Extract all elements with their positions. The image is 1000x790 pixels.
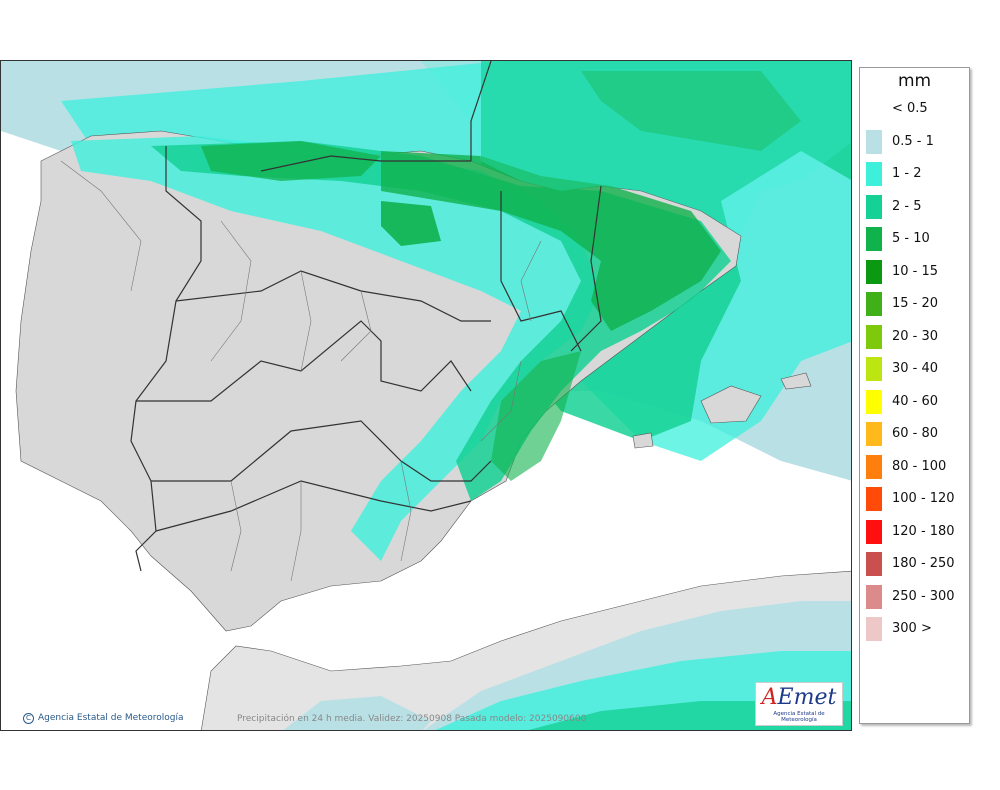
legend-swatch bbox=[866, 129, 882, 154]
legend-label: 1 - 2 bbox=[892, 166, 922, 181]
aemet-logo-text: Emet bbox=[777, 685, 837, 710]
agency-credit-text: Agencia Estatal de Meteorología bbox=[38, 713, 184, 723]
legend-label: 0.5 - 1 bbox=[892, 133, 934, 149]
legend-item: 20 - 30 bbox=[864, 324, 964, 350]
menorca bbox=[780, 372, 812, 390]
legend-swatch bbox=[866, 324, 882, 349]
legend-swatch bbox=[866, 487, 882, 511]
legend-item: 40 - 60 bbox=[864, 389, 964, 415]
legend-label: 120 - 180 bbox=[892, 523, 955, 539]
precip-pyrenees-dark bbox=[381, 151, 721, 331]
precip-cantabric-dark bbox=[201, 141, 381, 181]
legend-item: 60 - 80 bbox=[864, 421, 964, 447]
legend-swatch bbox=[866, 519, 882, 544]
copyright-icon: C bbox=[23, 713, 34, 724]
legend-label: 40 - 60 bbox=[892, 393, 939, 409]
legend-item: 120 - 180 bbox=[864, 519, 964, 545]
precip-sea-darkgreen bbox=[581, 71, 801, 151]
legend-swatch bbox=[866, 162, 882, 186]
legend-swatch bbox=[866, 259, 882, 284]
legend-item: 300 > bbox=[864, 616, 964, 642]
aemet-logo-mark: AEmet bbox=[756, 685, 842, 711]
legend-item: 30 - 40 bbox=[864, 356, 964, 382]
france-land bbox=[421, 61, 851, 236]
legend-swatch bbox=[866, 389, 882, 414]
legend-item: 250 - 300 bbox=[864, 584, 964, 610]
legend-swatch bbox=[866, 422, 882, 446]
legend-item: 1 - 2 bbox=[864, 161, 964, 187]
legend-swatch bbox=[866, 584, 882, 609]
provincial-borders bbox=[60, 160, 542, 582]
agency-credit: C Agencia Estatal de Meteorología bbox=[23, 713, 184, 724]
legend-label: 10 - 15 bbox=[892, 263, 939, 279]
aemet-logo: AEmet Agencia Estatal de Meteorología bbox=[755, 682, 843, 726]
legend-label: 2 - 5 bbox=[892, 198, 922, 214]
precip-north-cyan bbox=[71, 136, 601, 561]
legend-label: 100 - 120 bbox=[892, 491, 955, 506]
legend-item: 0.5 - 1 bbox=[864, 129, 964, 155]
legend-label: 300 > bbox=[892, 621, 932, 636]
legend-swatch bbox=[866, 617, 882, 641]
legend-label: 5 - 10 bbox=[892, 231, 930, 246]
legend-item: 180 - 250 bbox=[864, 551, 964, 577]
legend-item: 100 - 120 bbox=[864, 486, 964, 512]
precip-basque bbox=[381, 201, 441, 246]
map-caption: Precipitación en 24 h media. Validez: 20… bbox=[237, 714, 587, 724]
aemet-logo-a: A bbox=[761, 685, 778, 710]
legend-item: 10 - 15 bbox=[864, 259, 964, 285]
legend-swatch bbox=[866, 227, 882, 251]
legend-label: 15 - 20 bbox=[892, 296, 939, 311]
legend-item: 5 - 10 bbox=[864, 226, 964, 252]
legend-label: 20 - 30 bbox=[892, 328, 939, 344]
legend-item: < 0.5 bbox=[864, 96, 964, 122]
precip-levante bbox=[491, 351, 581, 481]
aemet-logo-subtitle: Agencia Estatal de Meteorología bbox=[773, 711, 825, 723]
legend-label: 60 - 80 bbox=[892, 426, 939, 441]
legend-swatch bbox=[866, 97, 882, 121]
legend-swatch bbox=[866, 552, 882, 576]
legend-label: 30 - 40 bbox=[892, 361, 939, 376]
legend-unit: mm bbox=[897, 71, 932, 91]
precipitation-map[interactable]: C Agencia Estatal de Meteorología Precipi… bbox=[0, 60, 852, 731]
map-canvas bbox=[1, 61, 851, 730]
precipitation-legend: mm < 0.5 0.5 - 1 1 - 2 2 - 5 5 - 10 10 - 15 15… bbox=[859, 67, 970, 724]
legend-swatch bbox=[866, 194, 882, 219]
ibiza bbox=[632, 432, 654, 449]
legend-label: 250 - 300 bbox=[892, 588, 955, 604]
mallorca bbox=[700, 385, 762, 424]
legend-swatch bbox=[866, 454, 882, 479]
legend-label: 180 - 250 bbox=[892, 556, 955, 571]
legend-item: 15 - 20 bbox=[864, 291, 964, 317]
legend-label: 80 - 100 bbox=[892, 458, 947, 474]
legend-swatch bbox=[866, 292, 882, 316]
legend-item: 2 - 5 bbox=[864, 194, 964, 220]
legend-label: < 0.5 bbox=[892, 101, 928, 116]
precip-alboran-light bbox=[283, 696, 431, 730]
legend-item: 80 - 100 bbox=[864, 454, 964, 480]
legend-swatch bbox=[866, 357, 882, 381]
